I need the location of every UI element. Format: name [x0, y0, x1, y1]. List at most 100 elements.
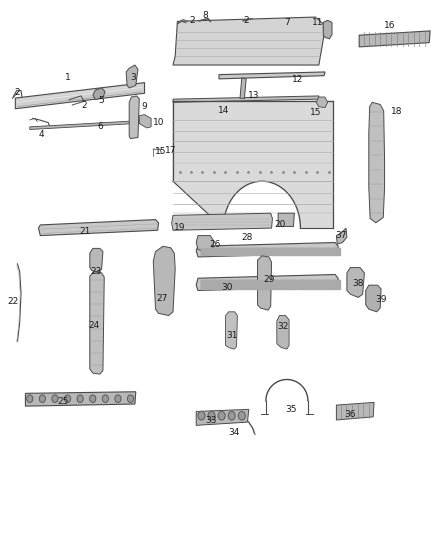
Polygon shape: [240, 78, 246, 99]
Text: 24: 24: [88, 321, 100, 329]
Polygon shape: [297, 280, 305, 289]
Polygon shape: [278, 213, 294, 227]
Text: 21: 21: [80, 228, 91, 236]
Polygon shape: [245, 248, 253, 255]
Polygon shape: [314, 248, 322, 255]
Polygon shape: [30, 120, 142, 130]
Text: 31: 31: [226, 332, 238, 340]
Polygon shape: [289, 248, 297, 255]
Text: 36: 36: [345, 410, 356, 419]
Polygon shape: [201, 280, 209, 289]
Text: 15: 15: [310, 109, 321, 117]
Text: 37: 37: [335, 231, 346, 240]
Polygon shape: [369, 102, 385, 223]
Circle shape: [90, 395, 96, 402]
Circle shape: [127, 395, 134, 402]
Polygon shape: [219, 248, 227, 255]
Polygon shape: [280, 248, 288, 255]
Polygon shape: [323, 280, 331, 289]
Polygon shape: [196, 274, 338, 290]
Text: 22: 22: [7, 297, 19, 305]
Polygon shape: [271, 248, 279, 255]
Polygon shape: [173, 17, 324, 65]
Text: 34: 34: [229, 429, 240, 437]
Circle shape: [27, 395, 33, 402]
Polygon shape: [271, 280, 279, 289]
Text: 16: 16: [384, 21, 396, 30]
Text: 19: 19: [174, 223, 185, 231]
Circle shape: [39, 395, 46, 402]
Polygon shape: [332, 280, 340, 289]
Text: 25: 25: [57, 397, 68, 406]
Polygon shape: [15, 83, 145, 109]
Polygon shape: [219, 72, 325, 79]
Text: 4: 4: [39, 130, 44, 139]
Text: 2: 2: [244, 16, 249, 25]
Circle shape: [208, 411, 215, 420]
Circle shape: [228, 411, 235, 420]
Text: 2: 2: [189, 16, 194, 25]
Polygon shape: [316, 97, 328, 108]
Polygon shape: [129, 96, 139, 139]
Polygon shape: [228, 280, 236, 289]
Polygon shape: [173, 101, 333, 228]
Text: 2: 2: [15, 88, 20, 96]
Polygon shape: [359, 31, 430, 47]
Polygon shape: [366, 285, 381, 312]
Text: 1: 1: [65, 74, 71, 82]
Polygon shape: [262, 280, 270, 289]
Polygon shape: [258, 256, 272, 310]
Text: 10: 10: [153, 118, 164, 126]
Text: 23: 23: [91, 268, 102, 276]
Polygon shape: [39, 220, 159, 236]
Polygon shape: [172, 213, 272, 230]
Text: 27: 27: [156, 294, 168, 303]
Circle shape: [52, 395, 58, 402]
Polygon shape: [226, 312, 237, 349]
Text: 7: 7: [284, 18, 290, 27]
Text: 20: 20: [275, 221, 286, 229]
Polygon shape: [277, 316, 289, 349]
Text: 26: 26: [209, 240, 220, 248]
Polygon shape: [153, 246, 175, 316]
Polygon shape: [289, 280, 297, 289]
Polygon shape: [347, 268, 364, 297]
Text: 11: 11: [312, 18, 323, 27]
Polygon shape: [262, 248, 270, 255]
Polygon shape: [25, 392, 136, 406]
Text: 28: 28: [242, 233, 253, 241]
Text: 18: 18: [391, 108, 402, 116]
Text: 9: 9: [141, 102, 148, 111]
Polygon shape: [196, 409, 249, 425]
Text: 14: 14: [218, 106, 229, 115]
Text: 15: 15: [155, 147, 167, 156]
Text: 39: 39: [375, 295, 387, 304]
Polygon shape: [90, 248, 103, 272]
Polygon shape: [254, 248, 261, 255]
Polygon shape: [210, 280, 218, 289]
Polygon shape: [336, 402, 374, 420]
Polygon shape: [139, 115, 151, 128]
Text: 2: 2: [82, 101, 87, 110]
Polygon shape: [280, 280, 288, 289]
Polygon shape: [93, 88, 105, 100]
Text: 17: 17: [165, 146, 177, 155]
Text: 32: 32: [277, 322, 288, 330]
Polygon shape: [219, 280, 227, 289]
Polygon shape: [254, 280, 261, 289]
Circle shape: [115, 395, 121, 402]
Circle shape: [198, 411, 205, 420]
Circle shape: [218, 411, 225, 420]
Text: 8: 8: [202, 11, 208, 20]
Polygon shape: [306, 248, 314, 255]
Text: 12: 12: [292, 75, 304, 84]
Polygon shape: [228, 248, 236, 255]
Polygon shape: [245, 280, 253, 289]
Polygon shape: [201, 248, 209, 255]
Circle shape: [64, 395, 71, 402]
Text: 35: 35: [286, 405, 297, 414]
Polygon shape: [236, 280, 244, 289]
Polygon shape: [306, 280, 314, 289]
Polygon shape: [173, 96, 319, 102]
Text: 3: 3: [131, 73, 137, 82]
